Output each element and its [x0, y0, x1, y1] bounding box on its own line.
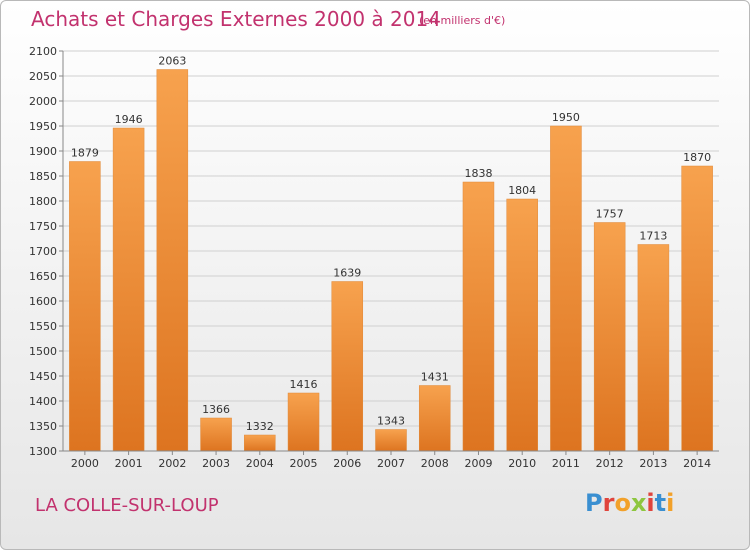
bar-2014 — [681, 165, 713, 452]
bar-2009 — [462, 181, 495, 452]
y-tick-label: 2050 — [29, 70, 57, 83]
bar-2001 — [112, 127, 145, 452]
x-tick-label: 2003 — [202, 457, 230, 470]
data-label: 1870 — [683, 151, 711, 164]
x-tick-label: 2001 — [115, 457, 143, 470]
x-tick-label: 2007 — [377, 457, 405, 470]
bar-2011 — [550, 125, 582, 452]
data-label: 1838 — [464, 167, 492, 180]
x-axis: 2000 2001 2002 2003 2004 2005 2006 2007 2008 2009… — [63, 450, 719, 470]
bar-2006 — [331, 281, 364, 452]
data-label: 1332 — [246, 420, 274, 433]
x-tick-label: 2010 — [508, 457, 536, 470]
x-tick-label: 2013 — [639, 457, 667, 470]
data-label: 1946 — [115, 113, 143, 126]
data-labels: 1879 1946 2063 1366 1332 1416 1639 1343 1431 1838… — [71, 55, 711, 434]
data-label: 1366 — [202, 403, 230, 416]
y-tick-label: 2100 — [29, 45, 57, 58]
bar-2000 — [69, 161, 101, 452]
bar-2004 — [244, 434, 276, 452]
data-label: 1950 — [552, 111, 580, 124]
y-tick-label: 1300 — [29, 445, 57, 458]
y-tick-label: 1600 — [29, 295, 57, 308]
bar-2012 — [593, 222, 626, 452]
bars — [69, 69, 713, 452]
data-label: 1879 — [71, 147, 99, 160]
y-tick-label: 1800 — [29, 195, 57, 208]
data-label: 1804 — [508, 184, 536, 197]
y-axis: 1300 1350 1400 1450 1500 1550 1600 1650 1700 1750… — [29, 45, 64, 458]
chart-title: Achats et Charges Externes 2000 à 2014 — [31, 7, 441, 31]
data-label: 2063 — [158, 55, 186, 68]
data-label: 1757 — [596, 208, 624, 221]
y-tick-label: 1750 — [29, 220, 57, 233]
x-tick-label: 2004 — [246, 457, 274, 470]
x-tick-label: 2008 — [421, 457, 449, 470]
y-tick-label: 1550 — [29, 320, 57, 333]
bar-2010 — [506, 198, 538, 452]
y-tick-label: 1500 — [29, 345, 57, 358]
data-label: 1343 — [377, 415, 405, 428]
y-tick-label: 1900 — [29, 145, 57, 158]
data-label: 1713 — [639, 230, 667, 243]
bar-2007 — [375, 429, 407, 452]
bar-2003 — [200, 417, 232, 452]
x-tick-label: 2002 — [158, 457, 186, 470]
y-tick-label: 1650 — [29, 270, 57, 283]
bar-2013 — [637, 244, 670, 452]
bar-2008 — [418, 385, 451, 452]
y-tick-label: 1350 — [29, 420, 57, 433]
x-tick-label: 2014 — [683, 457, 711, 470]
bar-2005 — [287, 392, 320, 452]
x-tick-label: 2011 — [552, 457, 580, 470]
data-label: 1639 — [333, 267, 361, 280]
y-tick-label: 2000 — [29, 95, 57, 108]
y-tick-label: 1450 — [29, 370, 57, 383]
x-tick-label: 2000 — [71, 457, 99, 470]
y-tick-label: 1850 — [29, 170, 57, 183]
x-tick-label: 2005 — [290, 457, 318, 470]
y-tick-label: 1950 — [29, 120, 57, 133]
x-tick-label: 2009 — [464, 457, 492, 470]
x-tick-label: 2012 — [596, 457, 624, 470]
y-tick-label: 1700 — [29, 245, 57, 258]
y-tick-label: 1400 — [29, 395, 57, 408]
data-label: 1416 — [290, 378, 318, 391]
x-tick-label: 2006 — [333, 457, 361, 470]
bar-2002 — [156, 69, 189, 452]
chart-subtitle: (en milliers d'€) — [419, 14, 506, 27]
proxiti-logo: Proxiti — [585, 489, 675, 517]
data-label: 1431 — [421, 371, 449, 384]
place-name: LA COLLE-SUR-LOUP — [35, 495, 219, 516]
